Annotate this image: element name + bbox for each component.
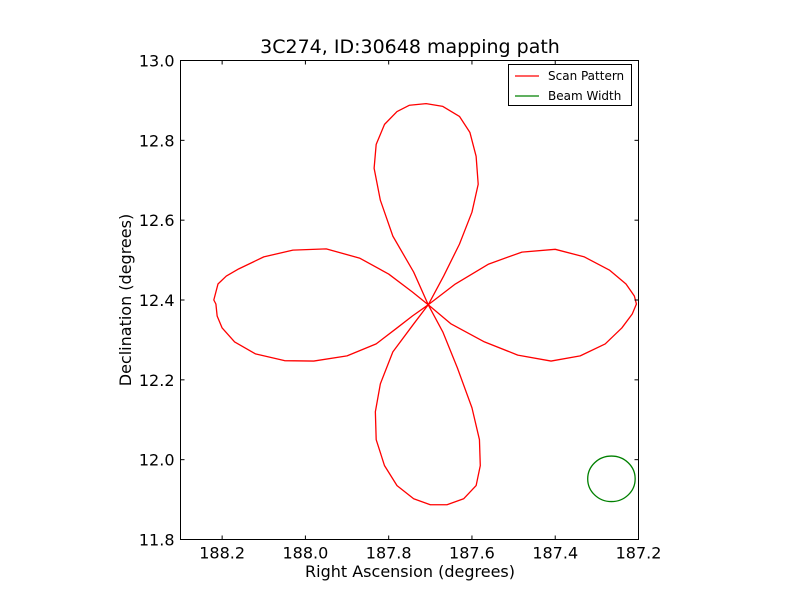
legend: Scan Pattern Beam Width — [508, 64, 632, 106]
x-tick-label: 187.2 — [616, 544, 662, 563]
series-circle-beam-width — [587, 455, 636, 503]
legend-box — [508, 64, 632, 106]
y-tick-label: 12.6 — [139, 211, 175, 230]
x-tick-label: 187.6 — [449, 544, 495, 563]
legend-label-scan-pattern: Scan Pattern — [548, 69, 624, 83]
x-tick-label: 187.8 — [366, 544, 412, 563]
y-tick-label: 12.8 — [139, 131, 175, 150]
x-tick-label: 187.4 — [532, 544, 578, 563]
plot-area — [213, 102, 638, 506]
y-tick-label: 12.0 — [139, 451, 175, 470]
y-tick-label: 11.8 — [139, 531, 175, 550]
ticks: 188.2 188.0 187.8 187.6 187.4 187.2 11.8 12.0 12… — [139, 52, 662, 563]
y-tick-label: 12.2 — [139, 371, 175, 390]
chart-title: 3C274, ID:30648 mapping path — [260, 36, 560, 58]
y-axis-title: Declination (degrees) — [116, 214, 135, 386]
y-tick-label: 12.4 — [139, 291, 175, 310]
x-axis-title: Right Ascension (degrees) — [305, 562, 515, 581]
series-line-scan-pattern — [213, 102, 638, 506]
x-tick-label: 188.2 — [199, 544, 245, 563]
legend-label-beam-width: Beam Width — [548, 89, 621, 103]
x-tick-label: 188.0 — [283, 544, 329, 563]
y-tick-label: 13.0 — [139, 52, 175, 71]
